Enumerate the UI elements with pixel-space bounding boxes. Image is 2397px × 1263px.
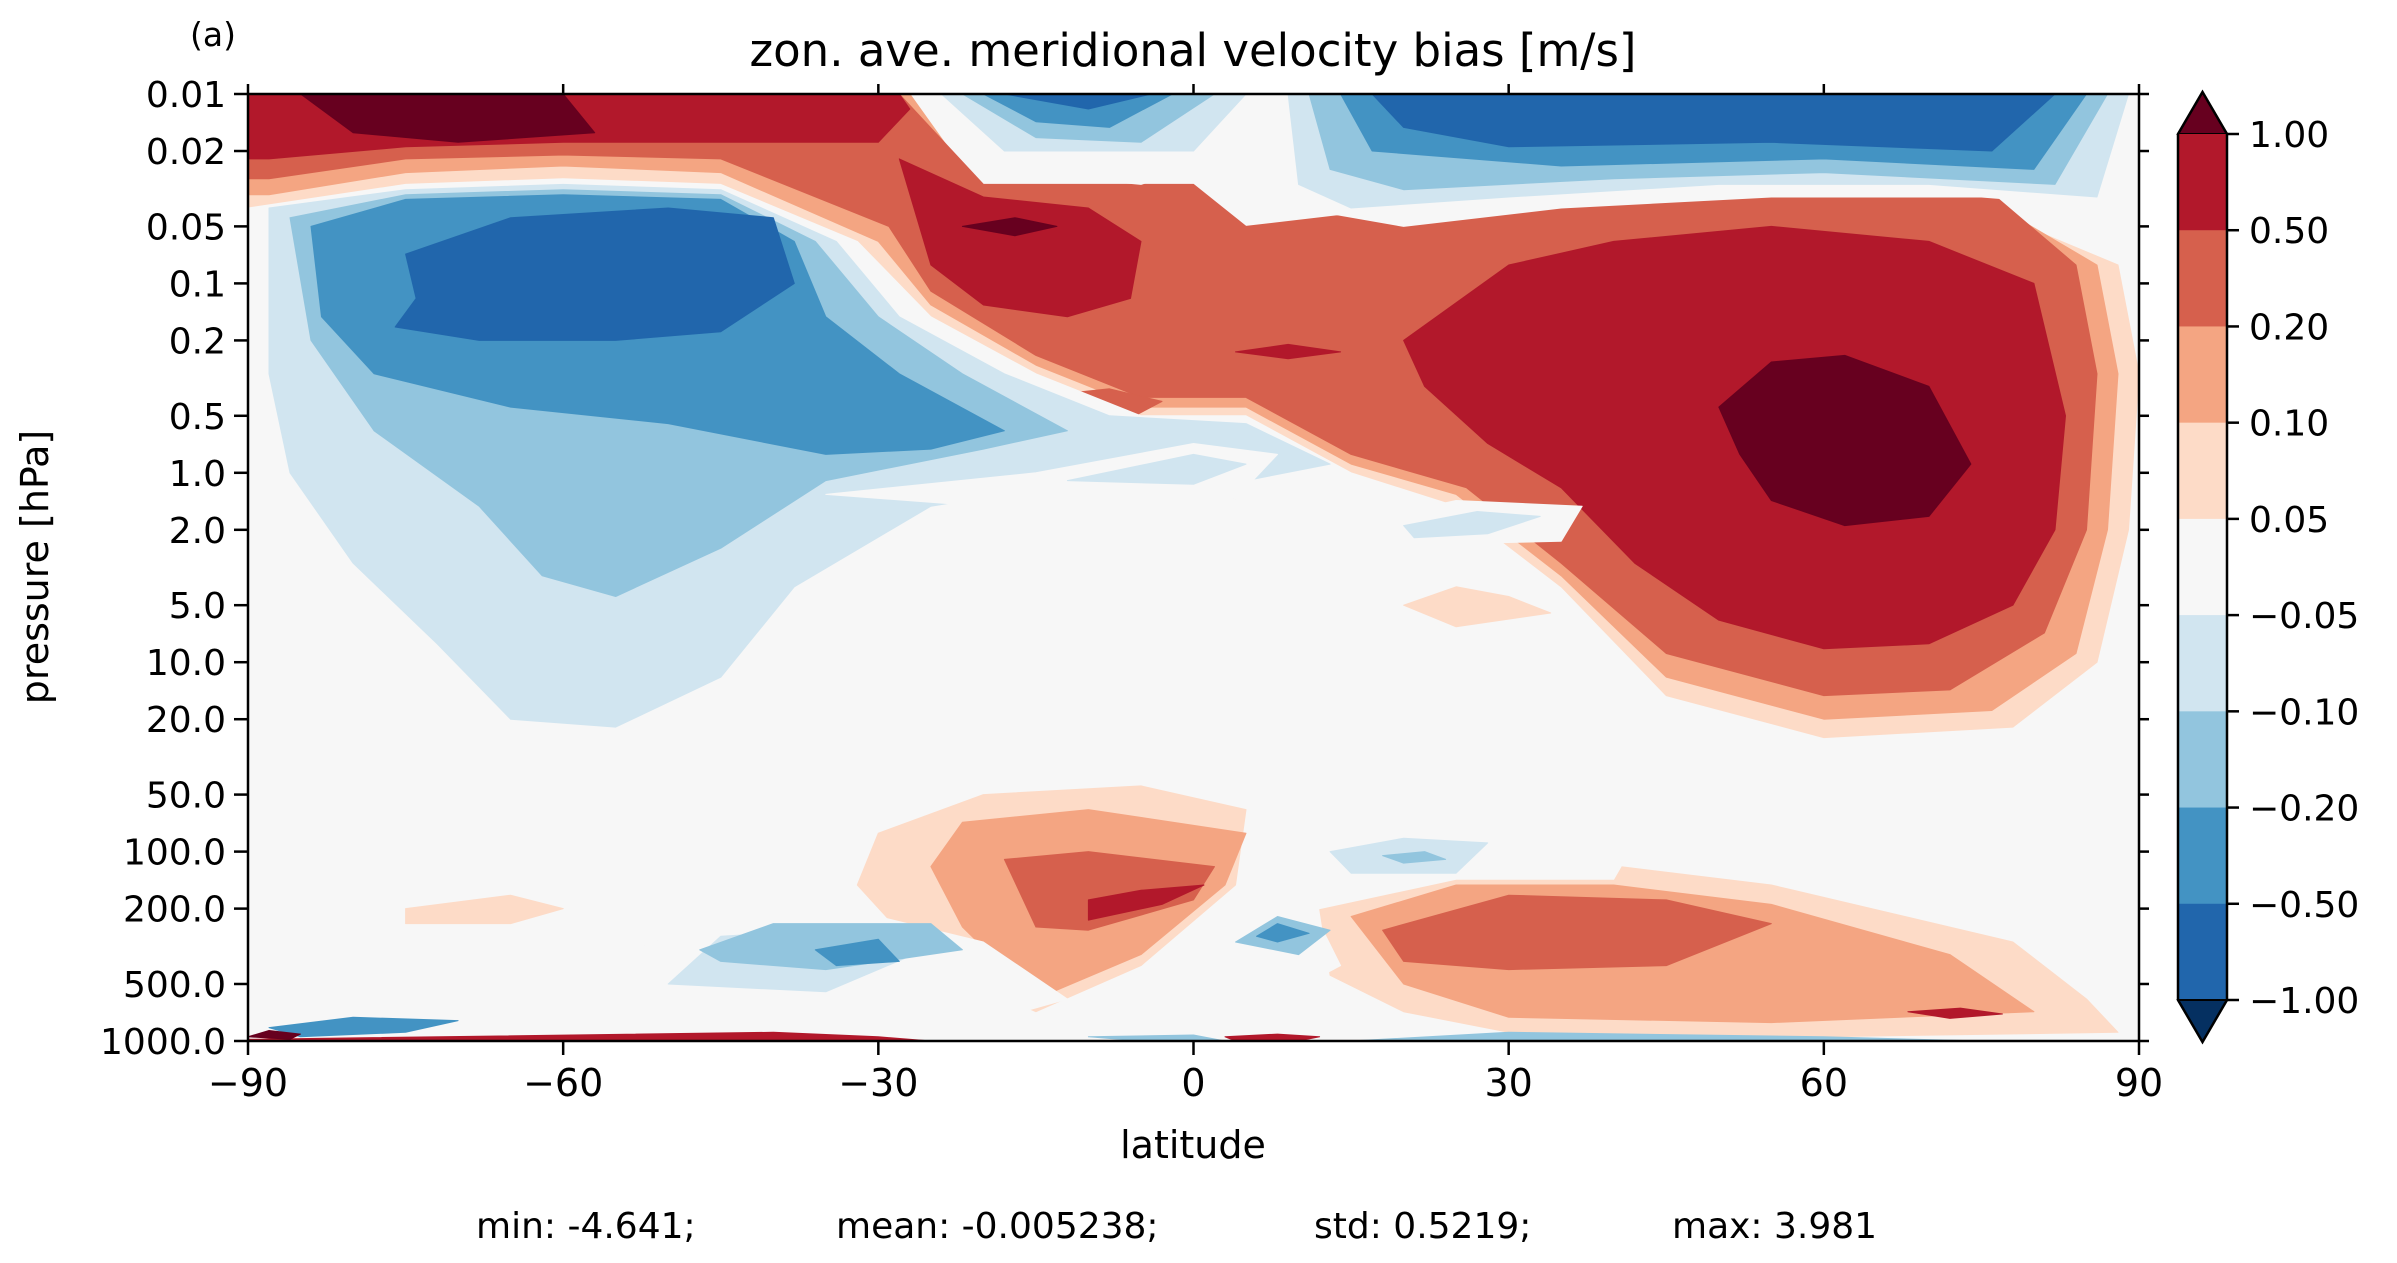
contour-region-55	[1907, 1007, 2003, 1019]
stat-mean: mean: -0.005238;	[836, 1206, 1159, 1247]
contour-region-51	[1087, 1034, 1226, 1041]
contour-region-18	[1382, 894, 1772, 971]
colorbar-segment	[2178, 903, 2227, 1001]
y-tick-label: 200.0	[123, 890, 226, 931]
colorbar-segment	[2178, 422, 2227, 520]
x-tick-label: −60	[523, 1061, 603, 1105]
contour-fill-layer	[248, 94, 2139, 1041]
colorbar-tick-label: −0.20	[2249, 789, 2359, 830]
contour-region-35	[825, 443, 1278, 507]
colorbar-tick-label: −1.00	[2249, 981, 2359, 1022]
contour-region-6	[1235, 343, 1342, 360]
y-tick-label: 100.0	[123, 833, 226, 874]
y-tick-label: 0.01	[146, 75, 226, 116]
contour-region-28	[982, 94, 1173, 128]
contour-region-4	[898, 158, 1142, 318]
y-tick-label: 10.0	[146, 643, 226, 684]
x-axis-label: latitude	[1120, 1123, 1266, 1167]
y-tick-label: 2.0	[169, 511, 226, 552]
colorbar-tick-label: −0.05	[2249, 596, 2359, 637]
y-tick-label: 0.5	[169, 397, 226, 438]
y-tick-label: 0.05	[146, 207, 226, 248]
x-tick-label: 60	[1800, 1061, 1848, 1105]
contour-region-56	[1812, 851, 1877, 880]
colorbar-segment	[2178, 326, 2227, 424]
panel-label: (a)	[190, 15, 236, 54]
colorbar-segment	[2178, 711, 2227, 809]
contour-region-8	[300, 94, 596, 143]
contour-region-19	[405, 894, 564, 925]
contour-region-29	[1003, 94, 1152, 110]
colorbar-segment	[2178, 615, 2227, 712]
colorbar-tick-label: 0.10	[2249, 404, 2329, 445]
plot-area	[248, 94, 2139, 1041]
contour-region-15	[1087, 884, 1205, 921]
y-axis: 0.01 0.02 0.05 0.1 0.2 0.5 1.0 2.0 5.0 10.0 20.0 50…	[100, 75, 2149, 1063]
y-axis-label: pressure [hPa]	[13, 430, 57, 704]
colorbar-extend-max	[2176, 90, 2229, 135]
contour-region-54	[248, 1030, 301, 1040]
x-tick-label: 30	[1484, 1061, 1532, 1105]
x-tick-label: −90	[208, 1061, 288, 1105]
contour-region-36	[1066, 453, 1247, 485]
stat-max: max: 3.981	[1672, 1206, 1877, 1247]
contour-region-7	[961, 217, 1058, 237]
colorbar-tick-label: 1.00	[2249, 115, 2329, 156]
y-tick-label: 0.2	[169, 321, 226, 362]
colorbar-segment	[2178, 807, 2227, 905]
contour-region-24	[394, 207, 795, 341]
y-tick-label: 50.0	[146, 776, 226, 817]
colorbar-extend-min	[2176, 999, 2229, 1044]
x-axis: −90 −60 −30 0 30 60 90	[208, 84, 2163, 1105]
contour-region-11	[1403, 586, 1552, 628]
contour-region-45	[814, 938, 900, 967]
stats-line: min: -4.641; mean: -0.005238; std: 0.521…	[476, 1206, 1877, 1247]
colorbar-tick-label: 0.20	[2249, 307, 2329, 348]
y-tick-label: 5.0	[169, 586, 226, 627]
stat-min: min: -4.641;	[476, 1206, 696, 1247]
y-tick-label: 0.02	[146, 132, 226, 173]
contour-region-41	[1382, 851, 1447, 864]
y-tick-label: 0.1	[169, 264, 226, 305]
contour-region-14	[1003, 851, 1215, 931]
contour-region-34	[1371, 94, 2056, 152]
contour-region-52	[1350, 1031, 1982, 1041]
x-tick-label: 0	[1181, 1061, 1205, 1105]
colorbar-tick-label: 0.05	[2249, 500, 2329, 541]
chart-title: zon. ave. meridional velocity bias [m/s]	[750, 24, 1637, 77]
contour-region-48	[1256, 923, 1310, 943]
colorbar-segment	[2178, 134, 2227, 231]
colorbar-tick-label: 0.50	[2249, 211, 2329, 252]
colorbar: 1.00 0.50 0.20 0.10 0.05 −0.05 −0.10 −0.20 −0.50…	[2176, 89, 2359, 1045]
stat-std: std: 0.5219;	[1314, 1206, 1531, 1247]
y-tick-label: 500.0	[123, 965, 226, 1006]
contour-region-38	[1403, 511, 1541, 539]
contour-region-9	[1718, 354, 1972, 527]
y-tick-label: 20.0	[146, 700, 226, 741]
y-tick-label: 1000.0	[100, 1022, 226, 1063]
colorbar-segment	[2178, 230, 2227, 327]
y-tick-label: 1.0	[169, 454, 226, 495]
contour-region-49	[248, 1031, 932, 1041]
colorbar-tick-label: −0.10	[2249, 692, 2359, 733]
x-tick-label: −30	[838, 1061, 918, 1105]
colorbar-tick-label: −0.50	[2249, 885, 2359, 926]
colorbar-segment	[2178, 518, 2227, 616]
x-tick-label: 90	[2115, 1061, 2163, 1105]
